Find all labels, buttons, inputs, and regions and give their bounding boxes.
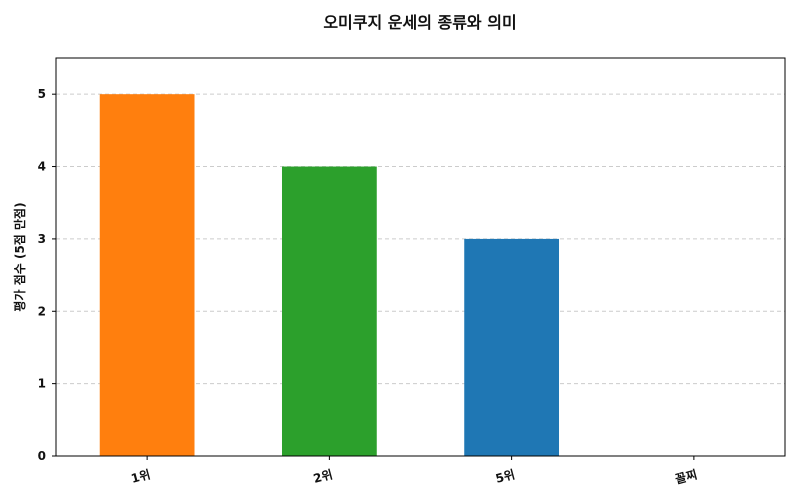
bar	[99, 94, 195, 456]
x-tick-label: 꼴찌	[673, 466, 698, 486]
x-tick-label: 5위	[494, 467, 516, 486]
y-axis-label: 평가 점수 (5점 만점)	[12, 202, 27, 311]
y-tick-label: 0	[38, 449, 46, 463]
y-tick-label: 2	[38, 304, 46, 318]
x-tick-label: 1위	[130, 467, 152, 486]
y-tick-label: 5	[38, 87, 46, 101]
plot-area-frame	[55, 57, 786, 457]
y-tick-label: 3	[38, 232, 46, 246]
y-axis-ticks: 0 1 2 3 4 5	[38, 87, 56, 463]
bar	[281, 166, 377, 456]
bar	[464, 238, 560, 456]
chart-title: 오미쿠지 운세의 종류와 의미	[323, 13, 516, 32]
x-axis-ticks: 1위 2위 5위 꼴찌	[130, 456, 699, 487]
x-tick-label: 2위	[312, 467, 334, 486]
y-tick-label: 4	[38, 160, 46, 174]
bars	[99, 94, 560, 456]
y-tick-label: 1	[38, 377, 46, 391]
